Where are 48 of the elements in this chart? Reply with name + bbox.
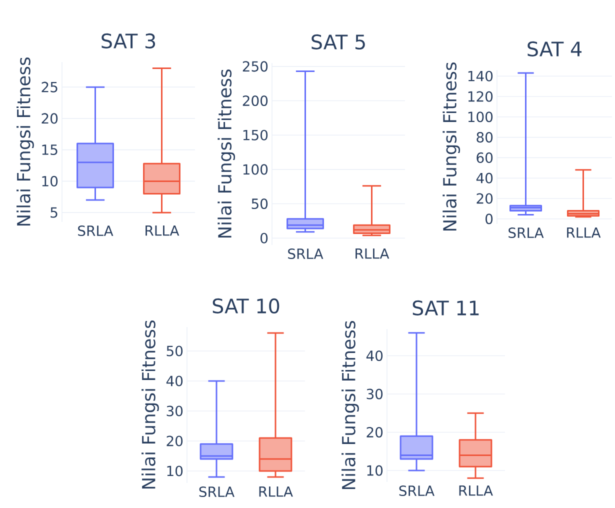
y-tick-label: 100 (468, 112, 493, 122)
y-tick-label: 40 (476, 172, 493, 184)
y-tick-label: 5 (50, 207, 58, 218)
y-tick-label: 50 (252, 198, 268, 210)
y-tick-label: 0 (260, 232, 268, 244)
x-tick-label: RLLA (259, 486, 293, 497)
chart-title: SAT 4 (528, 41, 582, 56)
y-tick-label: 100 (243, 164, 268, 175)
y-tick-label: 20 (42, 113, 58, 124)
y-tick-label: 140 (468, 70, 493, 82)
y-tick-label: 10 (367, 465, 383, 476)
y-axis-title: Nilai Fungsi Fitness (218, 70, 236, 238)
y-tick-label: 20 (476, 193, 493, 204)
x-tick-label: SRLA (78, 225, 114, 236)
y-axis-title: Nilai Fungsi Fitness (16, 58, 34, 226)
y-tick-label: 40 (366, 350, 383, 362)
y-axis-title: Nilai Fungsi Fitness (342, 321, 359, 490)
y-tick-label: 60 (476, 152, 493, 163)
y-tick-label: 10 (167, 466, 183, 476)
x-tick-label: RLLA (567, 228, 601, 238)
y-axis-title: Nilai Fungsi Fitness (142, 320, 159, 489)
y-tick-label: 30 (166, 406, 183, 416)
y-tick-label: 30 (366, 388, 383, 400)
x-tick-label: SRLA (508, 227, 544, 238)
y-tick-label: 150 (243, 130, 268, 140)
y-tick-label: 80 (476, 132, 493, 143)
chart-title: SAT 3 (102, 33, 156, 48)
y-tick-label: 120 (468, 91, 493, 102)
y-tick-label: 10 (42, 176, 58, 186)
y-tick-label: 20 (366, 426, 383, 438)
x-tick-label: SRLA (199, 486, 234, 498)
y-tick-label: 0 (486, 214, 493, 224)
y-tick-label: 250 (242, 61, 268, 72)
y-tick-label: 50 (166, 346, 183, 356)
chart-title: SAT 11 (412, 300, 479, 316)
y-tick-label: 25 (42, 82, 58, 92)
y-tick-label: 20 (166, 436, 183, 446)
y-axis-title: Nilai Fungsi Fitness (442, 62, 460, 231)
y-tick-label: 40 (166, 376, 183, 386)
chart-title: SAT 5 (312, 34, 365, 50)
x-tick-label: RLLA (459, 486, 493, 496)
chart-title: SAT 10 (212, 298, 280, 314)
y-tick-label: 200 (242, 95, 268, 106)
y-tick-label: 15 (42, 144, 58, 156)
x-tick-label: SRLA (288, 248, 324, 260)
x-tick-label: RLLA (146, 226, 180, 236)
x-tick-label: RLLA (356, 248, 390, 259)
x-tick-label: SRLA (399, 485, 434, 496)
